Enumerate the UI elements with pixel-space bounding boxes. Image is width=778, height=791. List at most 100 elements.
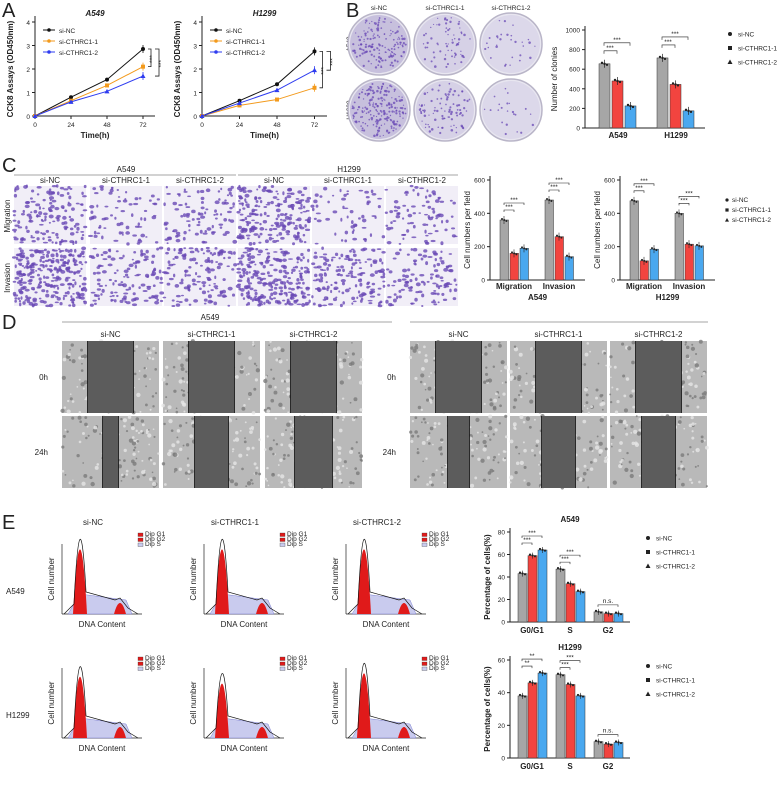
stained-cell [24,204,30,209]
colony [389,114,392,117]
cell-texture [411,420,415,423]
y-tick-label: 400 [604,211,615,218]
stained-cell [282,299,286,302]
cell-texture [691,422,695,426]
colony [393,111,396,113]
stained-cell [163,271,168,275]
colony [387,48,390,51]
stained-cell [453,235,458,238]
stained-cell [410,302,415,305]
panel-letter-b: B [346,0,360,22]
stained-cell [350,225,356,229]
cell-texture [432,443,434,446]
stained-cell [437,197,441,200]
cell-texture [685,404,689,408]
cell-texture [686,453,690,456]
stained-cell [322,262,328,266]
cell-texture [246,454,249,457]
stained-cell [133,250,137,254]
stained-cell [341,291,345,295]
colony [451,39,454,41]
stained-cell [114,216,117,220]
cell-texture [231,465,235,469]
cell-texture [255,421,258,424]
cell-texture [244,421,247,424]
cell-texture [180,367,185,371]
cell-texture [611,445,613,448]
stained-cell [188,247,194,250]
hist-y-label: Cell number [331,557,340,600]
colony [457,103,461,107]
stained-cell [278,269,283,274]
colony [389,34,391,37]
colony [357,35,360,38]
cell-texture [340,481,343,484]
colony [454,62,456,65]
colony [385,93,388,97]
bar [527,555,538,623]
stained-cell [313,199,318,204]
cell-texture [164,358,167,360]
cell-texture [518,367,521,370]
cell-texture [351,352,355,356]
colony [522,45,525,47]
cell-texture [487,435,490,437]
data-point [690,244,693,247]
stained-cell [14,297,18,300]
sig-bracket [521,665,533,669]
point [275,97,279,102]
stained-cell [296,231,300,236]
col-label: si-NC [264,176,284,185]
stained-cell [436,262,441,267]
colony [383,89,387,93]
stained-cell [126,267,131,271]
stained-cell [142,289,148,293]
stained-cell [326,287,329,292]
stained-cell [407,268,411,272]
stained-cell [24,288,30,292]
cell-texture [177,356,181,360]
stained-cell [25,265,28,268]
cell-texture [425,457,428,460]
stained-cell [398,242,402,245]
x-tick-label: 72 [311,122,319,129]
stained-cell [226,194,230,197]
data-point [543,672,547,675]
colony [423,109,426,112]
cell-texture [250,426,255,430]
cell-texture [638,474,641,477]
stained-cell [37,267,42,271]
cell-texture [631,360,635,365]
hist-legend-swatch [137,542,144,547]
colony [433,65,437,68]
stained-cell [341,197,346,201]
cell-texture [586,468,589,471]
cell-texture [625,423,629,427]
stained-cell [346,254,350,259]
stained-cell [203,298,208,302]
stained-cell [290,192,295,196]
colony [436,24,438,26]
stained-cell [242,297,246,300]
colony [391,64,395,67]
stained-cell [266,189,271,193]
cell-texture [71,359,76,364]
stained-cell [248,252,252,256]
cell-texture [344,352,348,355]
stained-cell [327,200,330,204]
cell-texture [424,421,427,424]
cell-texture [678,478,681,480]
stained-cell [323,296,328,300]
data-point [653,248,656,251]
stained-cell [426,280,430,283]
stained-cell [346,190,350,193]
cell-texture [693,360,697,364]
stained-cell [346,215,349,219]
stained-cell [19,241,24,244]
stained-cell [30,270,35,274]
stained-cell [140,283,146,287]
stained-cell [393,205,397,209]
stained-cell [377,293,381,296]
colony [394,53,397,56]
